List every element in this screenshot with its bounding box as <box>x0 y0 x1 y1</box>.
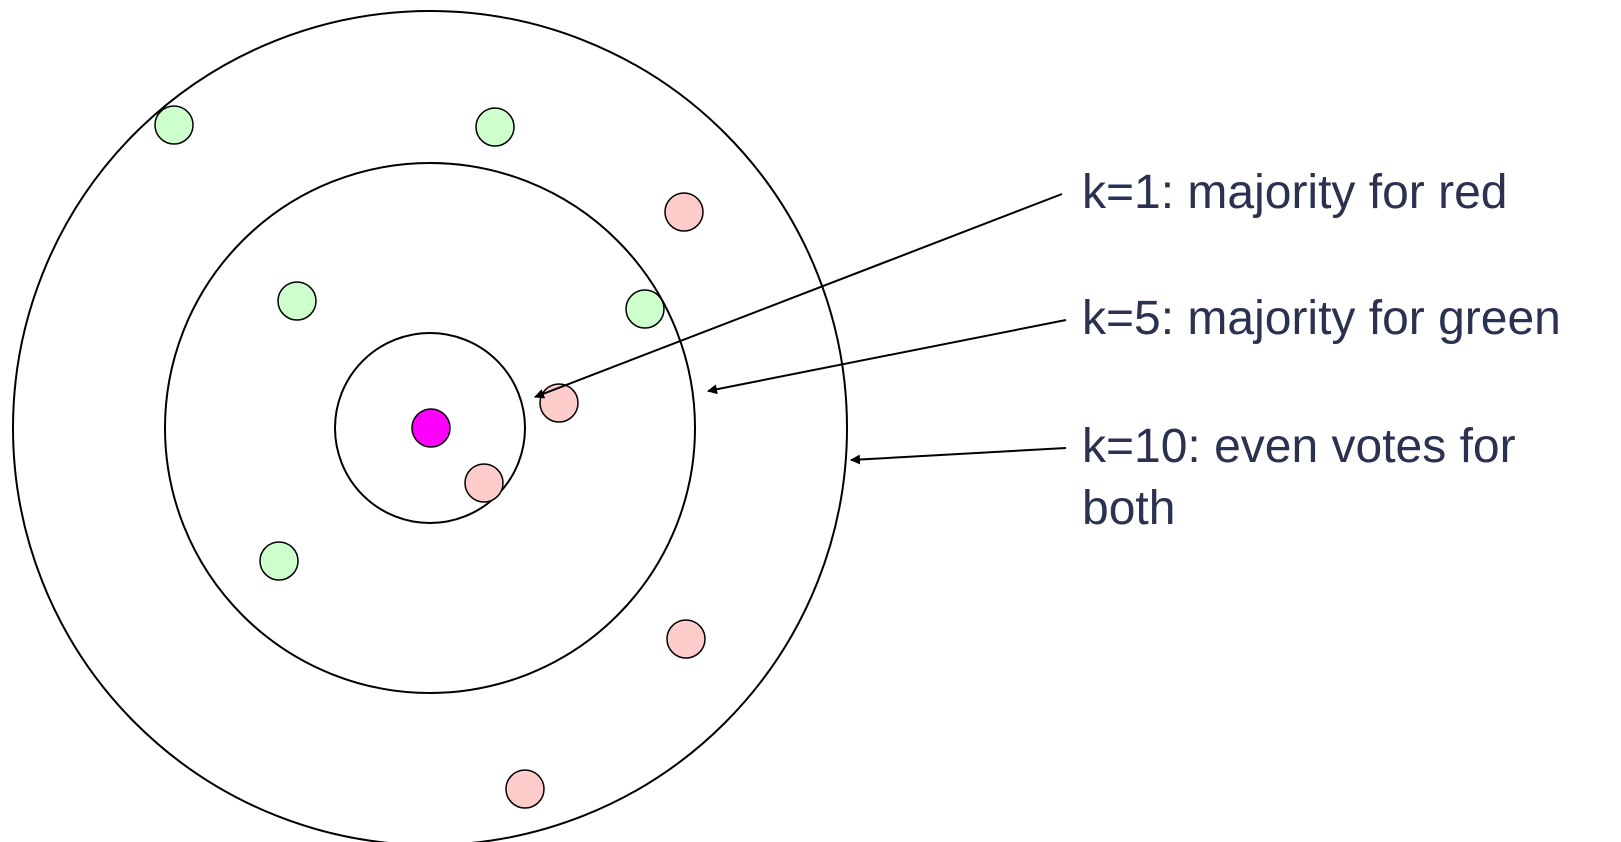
middle-ring-k5 <box>164 162 696 694</box>
green-point <box>259 541 299 581</box>
red-point <box>505 769 545 809</box>
annotation-k5: k=5: majority for green <box>1082 292 1561 345</box>
annotation-k1: k=1: majority for red <box>1082 166 1508 219</box>
outer-ring-k10 <box>12 10 848 842</box>
red-point <box>539 383 579 423</box>
red-point <box>666 619 706 659</box>
green-point <box>277 281 317 321</box>
red-point <box>464 463 504 503</box>
green-point <box>475 107 515 147</box>
arrow-k5 <box>707 319 1067 395</box>
green-point <box>625 289 665 329</box>
query-point <box>411 408 451 448</box>
annotation-k10: k=10: even votes for both <box>1082 420 1516 535</box>
arrow-k1 <box>534 193 1063 399</box>
inner-ring-k1 <box>334 332 526 524</box>
red-point <box>664 192 704 232</box>
green-point <box>154 105 194 145</box>
arrow-k10 <box>850 447 1067 465</box>
